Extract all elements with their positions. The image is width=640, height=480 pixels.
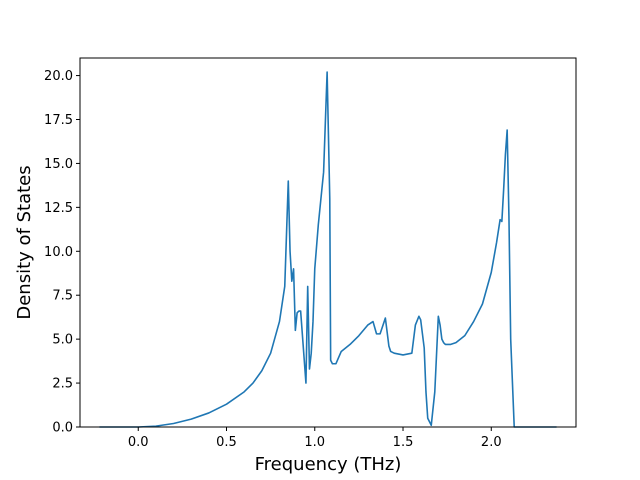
y-tick-label: 20.0	[44, 69, 73, 84]
plot-frame	[79, 57, 577, 428]
x-tick-label: 2.0	[481, 435, 502, 450]
x-axis-ticks: 0.0 0.5 1.0 1.5 2.0	[128, 427, 502, 450]
y-tick-label: 0.0	[52, 421, 73, 436]
y-tick-label: 17.5	[44, 113, 73, 128]
y-axis-ticks: 0.0 2.5 5.0 7.5 10.0 12.5 15.0 17.5 20.0	[44, 69, 80, 436]
y-tick-label: 7.5	[52, 289, 73, 304]
x-tick-label: 1.5	[393, 435, 414, 450]
y-tick-label: 5.0	[52, 333, 73, 348]
y-tick-label: 10.0	[44, 245, 73, 260]
y-axis-label: Density of States	[14, 165, 35, 319]
x-tick-label: 0.0	[128, 435, 149, 450]
y-tick-label: 12.5	[44, 201, 73, 216]
dos-series-line	[99, 71, 557, 428]
x-axis-label: Frequency (THz)	[255, 454, 402, 475]
y-tick-label: 15.0	[44, 157, 73, 172]
x-tick-label: 0.5	[216, 435, 237, 450]
y-tick-label: 2.5	[52, 377, 73, 392]
x-tick-label: 1.0	[304, 435, 325, 450]
